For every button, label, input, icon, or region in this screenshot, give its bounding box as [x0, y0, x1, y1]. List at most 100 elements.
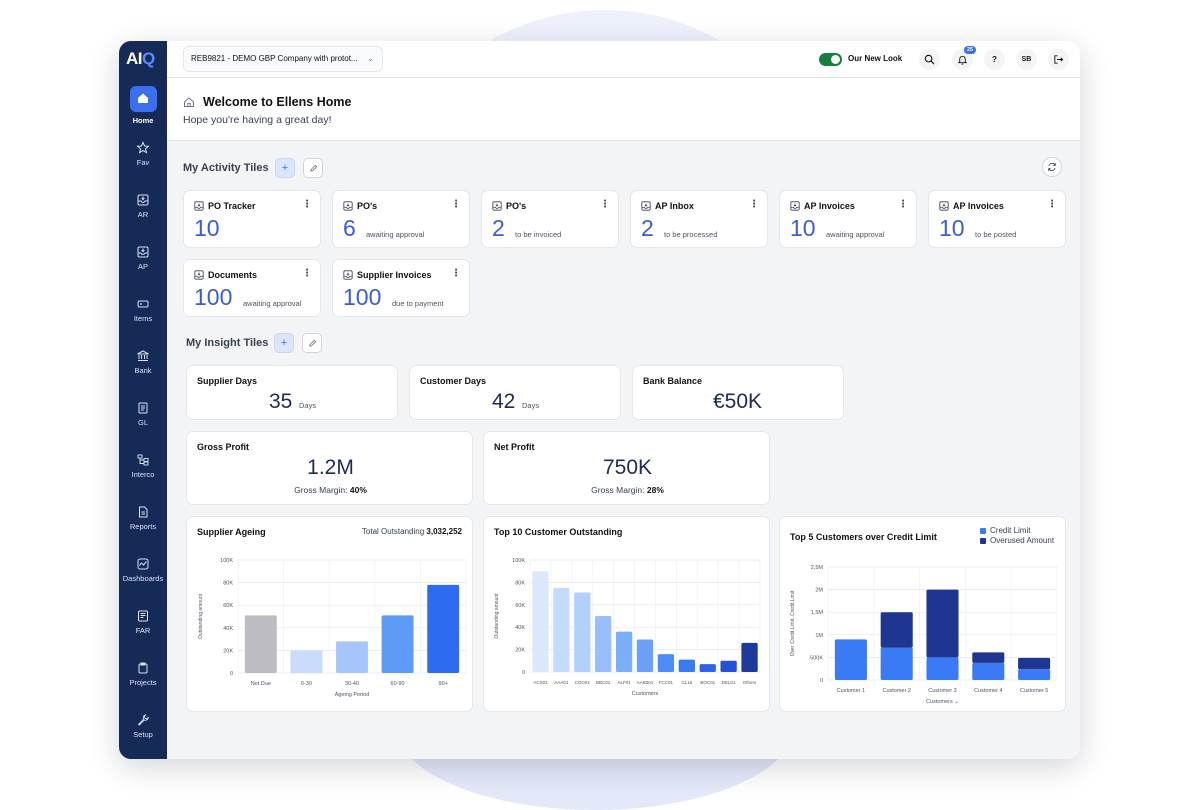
tile-title: AP Invoices: [953, 201, 1004, 211]
new-look-toggle[interactable]: [819, 53, 842, 66]
tile-title: Bank Balance: [643, 376, 703, 386]
bar: [926, 657, 959, 680]
y-tick-label: 1,5M: [811, 610, 824, 616]
insight-tiles-title: My Insight Tiles: [186, 337, 269, 349]
inbox-icon: [939, 201, 949, 211]
tile-title: Supplier Days: [197, 376, 258, 386]
sidebar-item-items[interactable]: Items: [119, 297, 167, 341]
tile-title: Net Profit: [494, 442, 535, 452]
sidebar-item-setup[interactable]: Setup: [119, 713, 167, 757]
credit-limit-chart: Top 5 Customers over Credit Limit Credit…: [779, 516, 1066, 712]
chart-title: Top 5 Customers over Credit Limit: [790, 532, 937, 542]
tile-value: 6: [343, 215, 356, 241]
x-axis-label: Customers ⌄: [926, 699, 959, 705]
refresh-button[interactable]: [1042, 157, 1062, 177]
sidebar-item-label: Items: [133, 314, 153, 323]
notifications-button[interactable]: [952, 49, 973, 70]
tile-value: 750K: [602, 456, 653, 479]
x-tick-label: 30-40: [345, 681, 359, 687]
sidebar-item-fav[interactable]: Fav: [119, 141, 167, 185]
inbox-icon: [194, 270, 204, 280]
activity-tile[interactable]: AP Invoices ⋮ 10 to be posted: [928, 190, 1066, 248]
activity-tile[interactable]: Documents ⋮ 100 awaiting approval: [183, 259, 321, 317]
book-icon: [138, 402, 148, 414]
more-options-icon[interactable]: ⋮: [451, 268, 461, 279]
notification-badge: 25: [964, 46, 976, 54]
logo[interactable]: AIQ: [126, 49, 155, 68]
more-options-icon[interactable]: ⋮: [302, 199, 312, 210]
x-tick-label: Customer 5: [1020, 688, 1048, 694]
more-options-icon[interactable]: ⋮: [898, 199, 908, 210]
inbox-icon: [137, 194, 149, 206]
sidebar-item-far[interactable]: FAR: [119, 609, 167, 653]
sidebar-item-label: Dashboards: [122, 574, 164, 583]
company-name: REB9821 - DEMO GBP Company with protot..…: [191, 54, 358, 63]
edit-insight-tiles-button[interactable]: [302, 333, 322, 353]
add-insight-tile-button[interactable]: +: [274, 333, 294, 353]
activity-tile[interactable]: PO Tracker ⋮ 10: [183, 190, 321, 248]
net-profit-tile[interactable]: Net Profit 750K Gross Margin: 28%: [483, 431, 770, 505]
sidebar-item-home[interactable]: Home: [119, 86, 167, 130]
customer-days-tile[interactable]: Customer Days 42 Days: [409, 365, 621, 420]
tile-subtitle: awaiting approval: [826, 230, 885, 239]
tile-value: 100: [194, 284, 233, 310]
tile-value: 100: [343, 284, 382, 310]
net-margin-label: Gross Margin: 28%: [591, 485, 664, 495]
x-tick-label: BOC01: [700, 680, 715, 685]
sidebar-item-bank[interactable]: Bank: [119, 349, 167, 393]
sidebar-item-projects[interactable]: Projects: [119, 661, 167, 705]
sidebar-item-ap[interactable]: AP: [119, 245, 167, 289]
edit-activity-tiles-button[interactable]: [303, 158, 323, 178]
more-options-icon[interactable]: ⋮: [600, 199, 610, 210]
bar: [553, 588, 570, 672]
gross-profit-tile[interactable]: Gross Profit 1.2M Gross Margin: 40%: [186, 431, 473, 505]
activity-tile[interactable]: PO's ⋮ 6 awaiting approval: [332, 190, 470, 248]
more-options-icon[interactable]: ⋮: [451, 199, 461, 210]
tile-unit: Days: [299, 401, 317, 410]
sidebar-item-interco[interactable]: Interco: [119, 453, 167, 497]
refresh-icon: [1048, 162, 1056, 172]
bar: [336, 641, 368, 673]
help-button[interactable]: ?: [984, 49, 1005, 70]
activity-tile[interactable]: Supplier Invoices ⋮ 100 due to payment: [332, 259, 470, 317]
legend-swatch: [980, 537, 986, 544]
sidebar-item-dashboards[interactable]: Dashboards: [119, 557, 167, 601]
tile-title: PO's: [357, 201, 378, 211]
tile-value: 2: [492, 215, 505, 241]
x-tick-label: FCC01: [659, 680, 674, 685]
add-activity-tile-button[interactable]: +: [275, 158, 295, 178]
tag-icon: [137, 300, 149, 308]
y-tick-label: 2M: [815, 588, 823, 594]
sidebar-item-ar[interactable]: AR: [119, 193, 167, 237]
y-tick-label: 0: [522, 670, 525, 676]
bar: [636, 639, 654, 672]
bar: [595, 616, 612, 672]
search-button[interactable]: [919, 49, 940, 70]
app-window: AIQ Home Fav AR AP Items Bank GL Interco Reports…: [119, 41, 1080, 759]
activity-tile[interactable]: AP Inbox ⋮ 2 to be processed: [630, 190, 768, 248]
tile-subtitle: awaiting approval: [366, 230, 425, 239]
x-tick-label: Customer 4: [974, 688, 1002, 694]
bank-balance-tile[interactable]: Bank Balance €50K: [632, 365, 844, 420]
company-selector[interactable]: REB9821 - DEMO GBP Company with protot..…: [183, 46, 383, 72]
y-tick-label: 500K: [810, 655, 823, 661]
tile-unit: Days: [522, 401, 540, 410]
chart-legend: Credit Limit Overused Amount: [980, 526, 1054, 546]
more-options-icon[interactable]: ⋮: [749, 199, 759, 210]
sidebar-item-gl[interactable]: GL: [119, 401, 167, 445]
more-options-icon[interactable]: ⋮: [302, 268, 312, 279]
logout-button[interactable]: [1048, 49, 1069, 70]
tile-title: AP Inbox: [655, 201, 694, 211]
y-tick-label: 40K: [515, 625, 525, 631]
x-tick-label: 60-90: [391, 681, 405, 687]
sidebar-item-label: Reports: [129, 522, 157, 531]
sidebar-item-reports[interactable]: Reports: [119, 505, 167, 549]
activity-tile[interactable]: PO's ⋮ 2 to be invoiced: [481, 190, 619, 248]
more-options-icon[interactable]: ⋮: [1047, 199, 1057, 210]
supplier-days-tile[interactable]: Supplier Days 35 Days: [186, 365, 398, 420]
wrench-icon: [137, 714, 149, 726]
activity-tile[interactable]: AP Invoices ⋮ 10 awaiting approval: [779, 190, 917, 248]
tile-title: PO's: [506, 201, 527, 211]
tile-value: €50K: [713, 390, 763, 413]
user-avatar[interactable]: SB: [1016, 49, 1037, 70]
